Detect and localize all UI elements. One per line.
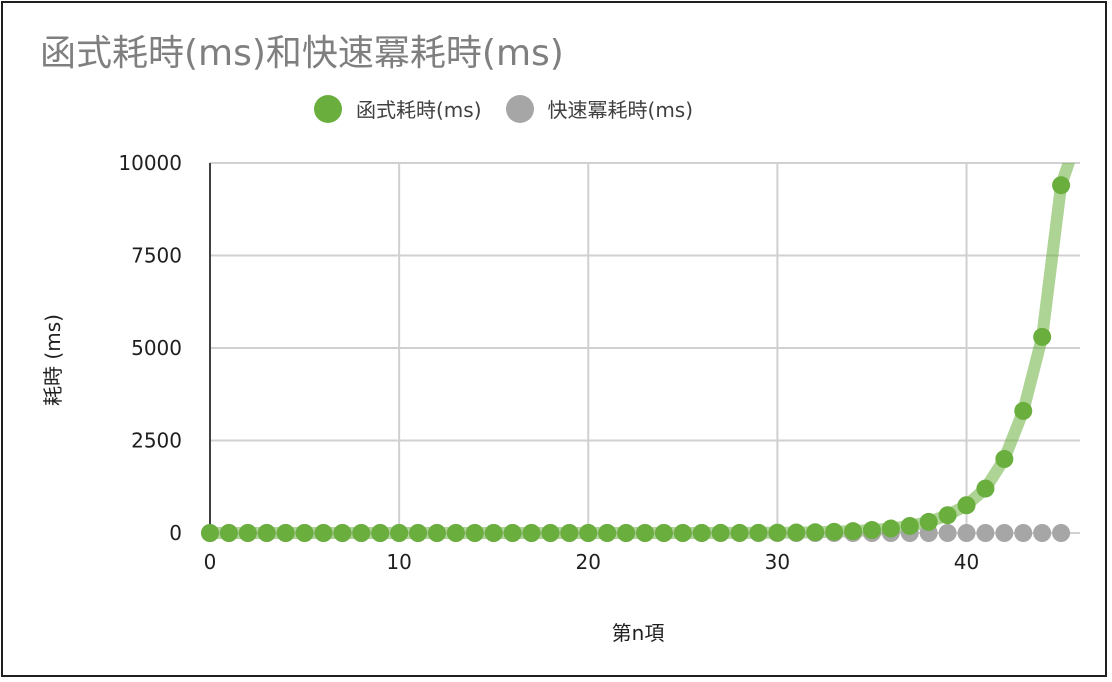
x-tick-label: 40 — [954, 550, 979, 574]
point-recursive — [711, 523, 730, 542]
legend-item-fastpow: 快速冪耗時(ms) — [505, 94, 694, 123]
point-recursive — [295, 524, 314, 542]
y-tick-label: 7500 — [131, 244, 182, 268]
legend-swatch-recursive — [314, 94, 342, 123]
point-recursive — [503, 524, 522, 542]
point-recursive — [919, 512, 938, 531]
point-recursive — [995, 450, 1014, 468]
legend-label-recursive: 函式耗時(ms) — [356, 98, 482, 122]
x-tick-label: 30 — [765, 550, 790, 574]
point-recursive — [522, 524, 541, 542]
point-recursive — [806, 523, 825, 542]
point-recursive — [825, 522, 844, 541]
point-recursive — [598, 524, 617, 542]
point-fastpow — [995, 524, 1014, 542]
point-recursive — [219, 524, 238, 542]
point-recursive — [636, 524, 654, 542]
grid-lines — [210, 162, 1080, 533]
point-recursive — [862, 521, 881, 540]
x-tick-label: 0 — [204, 550, 217, 574]
chart-title: 函式耗時(ms)和快速冪耗時(ms) — [40, 33, 564, 74]
point-recursive — [465, 524, 484, 542]
point-recursive — [881, 519, 900, 538]
point-recursive — [844, 522, 863, 541]
point-recursive — [390, 524, 409, 542]
chart-legend: 函式耗時(ms) 快速冪耗時(ms) — [314, 94, 693, 123]
point-recursive — [446, 524, 465, 542]
point-recursive — [617, 524, 636, 542]
point-recursive — [1014, 401, 1033, 420]
point-recursive — [692, 523, 711, 542]
point-recursive — [427, 524, 446, 542]
point-recursive — [749, 523, 768, 542]
point-recursive — [257, 524, 276, 542]
y-axis-label: 耗時 (ms) — [41, 314, 65, 406]
point-recursive — [1033, 327, 1052, 346]
point-recursive — [938, 506, 957, 525]
legend-swatch-fastpow — [505, 94, 534, 123]
point-recursive — [579, 524, 598, 542]
x-axis-label: 第n項 — [612, 621, 665, 645]
point-recursive — [541, 524, 560, 542]
legend-item-recursive: 函式耗時(ms) — [314, 94, 482, 123]
point-recursive — [976, 479, 995, 498]
point-recursive — [201, 524, 219, 542]
x-tick-label: 10 — [386, 550, 411, 574]
point-recursive — [768, 523, 787, 542]
point-fastpow — [957, 524, 976, 542]
point-fastpow — [976, 524, 995, 542]
point-recursive — [1052, 176, 1071, 195]
y-tick-label: 2500 — [131, 429, 182, 453]
point-recursive — [409, 524, 428, 542]
data-points — [201, 176, 1071, 542]
point-recursive — [333, 524, 352, 542]
point-fastpow — [1052, 524, 1071, 542]
tick-labels: 0 2500 5000 7500 10000 0 10 20 30 40 — [118, 151, 979, 574]
point-recursive — [673, 524, 692, 542]
x-tick-label: 20 — [576, 550, 601, 574]
point-recursive — [371, 524, 390, 542]
point-recursive — [484, 524, 503, 542]
y-tick-label: 5000 — [131, 336, 182, 360]
point-fastpow — [938, 524, 957, 542]
point-recursive — [654, 524, 673, 542]
point-recursive — [957, 496, 976, 515]
point-fastpow — [1014, 524, 1033, 542]
point-recursive — [352, 524, 371, 542]
point-recursive — [560, 524, 579, 542]
point-recursive — [900, 516, 919, 535]
y-tick-label: 0 — [169, 521, 182, 545]
point-recursive — [730, 523, 749, 542]
y-tick-label: 10000 — [118, 151, 182, 175]
point-recursive — [787, 523, 806, 542]
point-fastpow — [1033, 524, 1052, 542]
point-recursive — [238, 524, 257, 542]
point-recursive — [314, 524, 333, 542]
legend-label-fastpow: 快速冪耗時(ms) — [547, 98, 694, 122]
point-recursive — [276, 524, 295, 542]
